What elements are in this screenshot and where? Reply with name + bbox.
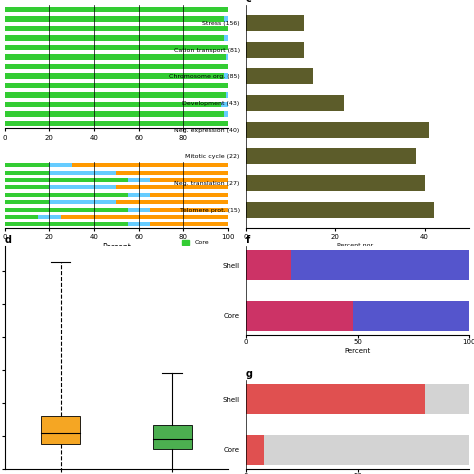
Bar — [5, 171, 49, 174]
Bar — [5, 193, 128, 197]
Bar — [425, 384, 469, 414]
X-axis label: Percent: Percent — [102, 243, 131, 252]
Bar — [117, 200, 228, 204]
Bar — [246, 148, 416, 164]
Bar — [5, 222, 128, 227]
Bar — [246, 68, 313, 84]
Bar — [224, 111, 228, 117]
Bar — [5, 83, 228, 88]
FancyBboxPatch shape — [153, 425, 192, 449]
Bar — [61, 215, 228, 219]
Bar — [246, 122, 429, 138]
Bar — [291, 250, 469, 281]
Bar — [150, 222, 228, 227]
Bar — [224, 36, 228, 41]
Bar — [264, 435, 469, 465]
FancyBboxPatch shape — [41, 416, 80, 445]
X-axis label: Percent: Percent — [345, 348, 371, 354]
Bar — [5, 185, 49, 190]
Bar — [246, 15, 304, 31]
Bar — [150, 178, 228, 182]
Bar — [246, 435, 264, 465]
Bar — [226, 92, 228, 98]
Bar — [128, 222, 150, 227]
Bar — [49, 163, 72, 167]
Bar — [246, 95, 344, 111]
Bar — [5, 102, 221, 107]
Bar — [150, 193, 228, 197]
Bar — [221, 102, 228, 107]
Bar — [5, 55, 226, 60]
Bar — [5, 45, 228, 50]
Bar — [246, 301, 353, 331]
Bar — [246, 202, 434, 218]
Bar — [49, 185, 117, 190]
Text: d: d — [5, 235, 12, 245]
Bar — [5, 178, 128, 182]
Text: c: c — [246, 0, 252, 4]
Bar — [5, 111, 224, 117]
Bar — [246, 250, 291, 281]
Bar — [224, 73, 228, 79]
Bar — [5, 121, 228, 126]
Text: f: f — [246, 235, 250, 245]
Bar — [5, 73, 224, 79]
Bar — [224, 17, 228, 22]
Bar — [5, 17, 224, 22]
Bar — [117, 171, 228, 174]
X-axis label: Percent nor...: Percent nor... — [337, 243, 378, 248]
Bar — [5, 64, 228, 69]
Bar — [128, 208, 150, 211]
Bar — [226, 55, 228, 60]
Bar — [353, 301, 469, 331]
Bar — [49, 171, 117, 174]
Bar — [128, 193, 150, 197]
Bar — [38, 215, 61, 219]
Bar — [246, 42, 304, 58]
Bar — [5, 208, 128, 211]
Bar — [128, 178, 150, 182]
Bar — [49, 200, 117, 204]
Legend: Core, Soft core, Shell: Core, Soft core, Shell — [180, 237, 225, 262]
Bar — [117, 185, 228, 190]
Text: g: g — [246, 369, 253, 379]
Bar — [5, 26, 228, 31]
Bar — [246, 384, 425, 414]
Bar — [5, 215, 38, 219]
Bar — [5, 200, 49, 204]
Bar — [72, 163, 228, 167]
Bar — [5, 163, 49, 167]
Bar — [5, 36, 224, 41]
Bar — [150, 208, 228, 211]
Bar — [5, 7, 228, 12]
Bar — [5, 92, 226, 98]
Bar — [246, 175, 425, 191]
